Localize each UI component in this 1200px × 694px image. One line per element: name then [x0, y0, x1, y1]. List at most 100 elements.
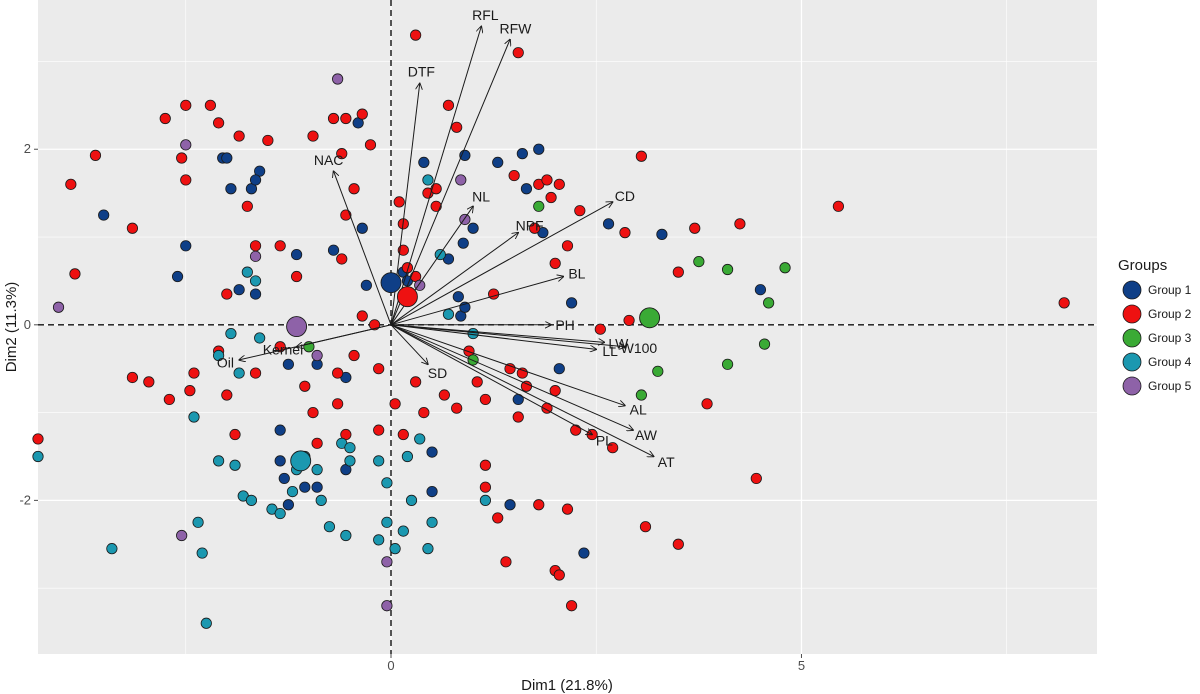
point-group-4	[200, 617, 212, 629]
point-group-1	[520, 183, 533, 195]
point-group-3	[721, 263, 734, 276]
point-group-5	[381, 556, 393, 568]
point-group-2	[356, 310, 368, 322]
point-group-2	[492, 512, 504, 524]
point-group-2	[516, 367, 528, 379]
arrow-npf	[390, 233, 518, 326]
arrow-sd	[390, 324, 428, 365]
point-group-3	[652, 365, 664, 377]
point-group-2	[389, 398, 401, 410]
point-group-1	[299, 481, 311, 493]
arrow-pl	[390, 324, 592, 435]
point-group-4	[426, 516, 438, 528]
point-group-2	[401, 262, 414, 274]
point-group-4	[249, 275, 262, 287]
x-tick-label: 5	[798, 658, 805, 673]
point-group-4	[344, 455, 356, 467]
point-group-2	[553, 178, 565, 190]
point-group-1	[225, 183, 237, 195]
point-group-1	[492, 156, 504, 169]
point-group-2	[430, 200, 442, 212]
point-group-1	[274, 455, 286, 467]
point-group-2	[479, 481, 492, 493]
point-group-4	[442, 308, 455, 320]
point-group-2	[356, 108, 368, 120]
point-group-2	[332, 367, 344, 379]
point-group-5	[176, 529, 188, 542]
point-group-2	[126, 222, 139, 234]
point-group-1	[278, 472, 290, 485]
point-group-2	[541, 174, 553, 186]
point-group-2	[689, 222, 701, 234]
y-tick-label: -2	[19, 492, 31, 507]
variable-label-ll: LL	[602, 343, 618, 359]
point-group-2	[500, 556, 512, 568]
centroid-group-1	[380, 272, 402, 294]
variable-label-sd: SD	[428, 365, 447, 381]
x-tick-label: 0	[387, 658, 394, 673]
point-group-2	[32, 433, 44, 445]
point-group-2	[533, 499, 545, 511]
point-group-5	[381, 600, 393, 612]
point-group-2	[635, 150, 647, 162]
variable-label-kernel: Kernel	[263, 341, 303, 357]
axis-ticks: 0 5 -2 0 2	[19, 141, 805, 673]
point-group-1	[249, 174, 262, 186]
arrow-cd	[390, 202, 613, 326]
variable-label-ph: PH	[555, 317, 574, 333]
point-group-4	[414, 433, 426, 445]
point-group-2	[545, 191, 557, 204]
point-group-2	[233, 130, 245, 142]
variable-label-dtf: DTF	[408, 63, 435, 79]
point-group-4	[381, 516, 393, 528]
point-group-4	[241, 266, 253, 278]
variable-label-lw: LW	[608, 335, 629, 351]
point-group-3	[693, 255, 705, 268]
point-group-2	[561, 240, 574, 252]
point-group-4	[401, 450, 414, 463]
point-group-1	[426, 446, 438, 458]
point-group-2	[184, 385, 196, 397]
point-group-2	[607, 442, 619, 454]
point-group-4	[213, 349, 225, 362]
point-group-2	[672, 266, 684, 278]
point-group-4	[397, 525, 409, 537]
point-group-2	[221, 288, 233, 300]
point-group-1	[533, 143, 545, 155]
point-group-2	[249, 367, 262, 379]
point-group-1	[553, 363, 565, 375]
point-group-2	[397, 244, 409, 256]
y-axis-title: Dim2 (11.3%)	[3, 282, 20, 373]
variable-arrows	[239, 26, 654, 456]
point-group-5	[455, 174, 467, 186]
point-group-5	[249, 250, 262, 262]
point-group-2	[65, 178, 77, 190]
point-group-2	[241, 200, 253, 212]
point-group-2	[619, 227, 631, 239]
variable-label-al: AL	[630, 401, 647, 417]
point-group-2	[89, 149, 102, 161]
point-group-2	[750, 472, 762, 485]
point-group-1	[656, 228, 668, 240]
point-group-2	[479, 393, 492, 406]
point-group-4	[467, 327, 479, 340]
point-group-2	[229, 428, 241, 441]
y-tick-label: 2	[24, 141, 31, 156]
point-group-2	[307, 130, 319, 142]
point-group-4	[422, 543, 434, 555]
point-group-2	[549, 257, 561, 269]
point-group-2	[623, 314, 635, 327]
point-group-2	[336, 148, 348, 160]
point-group-4	[254, 332, 266, 344]
legend-label-group-2: Group 2	[1148, 307, 1192, 321]
point-group-2	[574, 205, 586, 217]
legend-title: Groups	[1118, 257, 1167, 274]
point-group-2	[373, 424, 385, 436]
point-group-4	[315, 494, 327, 506]
point-group-2	[213, 117, 225, 129]
point-group-4	[405, 494, 418, 506]
point-group-2	[348, 349, 360, 362]
arrow-rfl	[390, 26, 481, 325]
point-group-2	[512, 47, 524, 59]
